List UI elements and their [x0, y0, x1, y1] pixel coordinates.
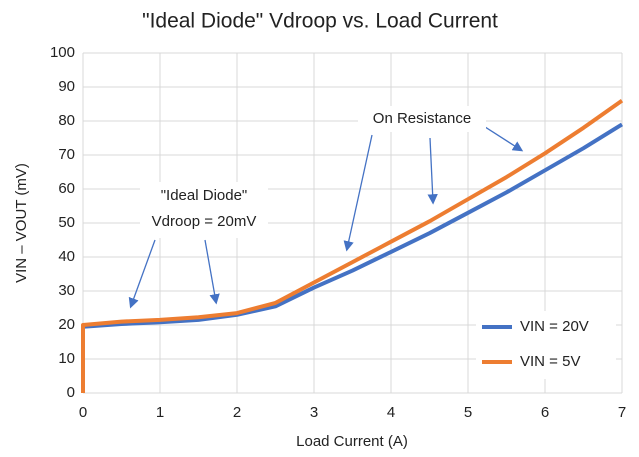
x-tick-label: 0: [79, 404, 87, 421]
y-tick-label: 30: [58, 282, 75, 299]
annotation: "Ideal Diode": [161, 187, 248, 204]
legend-bg: [476, 311, 616, 379]
annotation-arrows: [128, 124, 524, 309]
series-line: [81, 98, 624, 393]
annotation: Vdroop = 20mV: [152, 213, 257, 230]
x-tick-label: 7: [618, 404, 626, 421]
chart-title: "Ideal Diode" Vdroop vs. Load Current: [142, 10, 498, 33]
arrow: [343, 134, 373, 252]
y-tick-label: 20: [58, 316, 75, 333]
x-axis-label: Load Current (A): [296, 433, 408, 450]
y-axis-label: VIN – VOUT (mV): [13, 163, 30, 283]
annotation-bg: [140, 182, 268, 238]
x-tick-label: 1: [156, 404, 164, 421]
arrow: [204, 239, 220, 305]
arrow: [427, 137, 438, 205]
legend-label: VIN = 20V: [520, 318, 589, 335]
y-tick-label: 60: [58, 180, 75, 197]
x-tick-label: 3: [310, 404, 318, 421]
x-tick-label: 6: [541, 404, 549, 421]
annotation-bg: [358, 106, 486, 132]
y-tick-label: 100: [50, 44, 75, 61]
arrow: [128, 239, 156, 309]
y-tick-label: 10: [58, 350, 75, 367]
legend-label: VIN = 5V: [520, 353, 580, 370]
y-tick-label: 70: [58, 146, 75, 163]
y-tick-label: 0: [67, 384, 75, 401]
y-tick-label: 80: [58, 112, 75, 129]
series-line: [81, 122, 624, 393]
y-tick-label: 50: [58, 214, 75, 231]
annotation: On Resistance: [373, 110, 471, 127]
x-tick-label: 2: [233, 404, 241, 421]
x-tick-label: 4: [387, 404, 395, 421]
y-tick-label: 40: [58, 248, 75, 265]
x-tick-label: 5: [464, 404, 472, 421]
legend: VIN = 20V VIN = 5V: [476, 311, 616, 379]
y-tick-label: 90: [58, 78, 75, 95]
arrow: [481, 124, 524, 152]
